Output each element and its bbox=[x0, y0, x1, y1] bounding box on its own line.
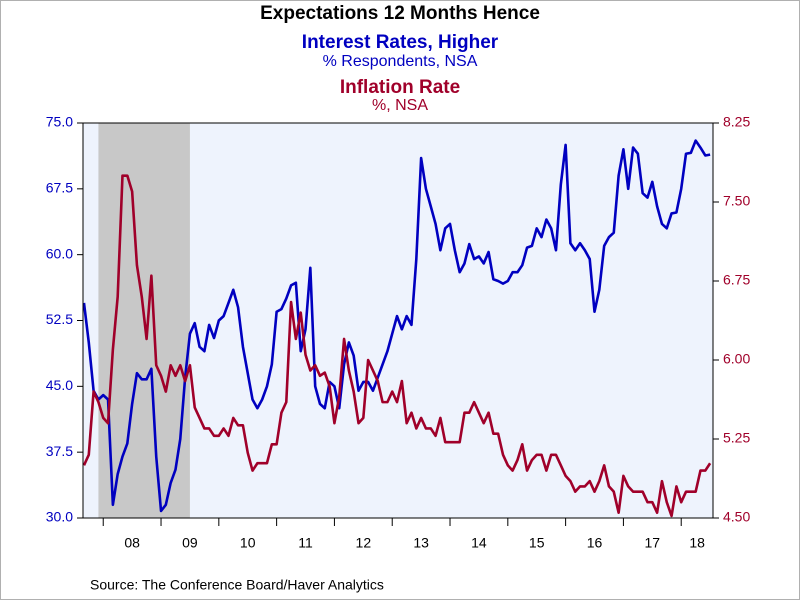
y2-tick-label: 8.25 bbox=[723, 114, 750, 130]
y-tick-label: 67.5 bbox=[46, 180, 73, 196]
x-tick-label: 13 bbox=[413, 535, 429, 551]
x-tick-label: 12 bbox=[356, 535, 372, 551]
x-tick-label: 10 bbox=[240, 535, 256, 551]
series-line bbox=[82, 174, 712, 518]
left-unit: % Respondents, NSA bbox=[323, 53, 478, 70]
y-tick-label: 30.0 bbox=[46, 509, 73, 525]
x-tick-label: 17 bbox=[645, 535, 661, 551]
right-subtitle: Inflation Rate bbox=[340, 77, 460, 98]
x-tick-label: 18 bbox=[689, 535, 705, 551]
y-tick-label: 52.5 bbox=[46, 311, 73, 327]
x-tick-label: 16 bbox=[587, 535, 603, 551]
source: Source: The Conference Board/Haver Analy… bbox=[90, 577, 384, 593]
x-tick-label: 15 bbox=[529, 535, 545, 551]
y2-tick-label: 7.50 bbox=[723, 193, 750, 209]
chart-title: Expectations 12 Months Hence bbox=[260, 3, 540, 24]
right-unit: %, NSA bbox=[372, 97, 428, 114]
x-tick-label: 09 bbox=[182, 535, 198, 551]
y-tick-label: 45.0 bbox=[46, 377, 73, 393]
y2-tick-label: 5.25 bbox=[723, 430, 750, 446]
y2-tick-label: 6.00 bbox=[723, 351, 750, 367]
y-tick-label: 60.0 bbox=[46, 245, 73, 261]
y-tick-label: 75.0 bbox=[46, 114, 73, 130]
x-tick-label: 11 bbox=[298, 535, 313, 551]
y-tick-label: 37.5 bbox=[46, 443, 73, 459]
left-subtitle: Interest Rates, Higher bbox=[302, 32, 499, 53]
series-line bbox=[82, 139, 711, 513]
x-tick-label: 08 bbox=[124, 535, 140, 551]
plot-border bbox=[82, 122, 714, 519]
y2-tick-label: 6.75 bbox=[723, 272, 750, 288]
x-tick-label: 14 bbox=[471, 535, 487, 551]
y2-tick-label: 4.50 bbox=[723, 509, 750, 525]
